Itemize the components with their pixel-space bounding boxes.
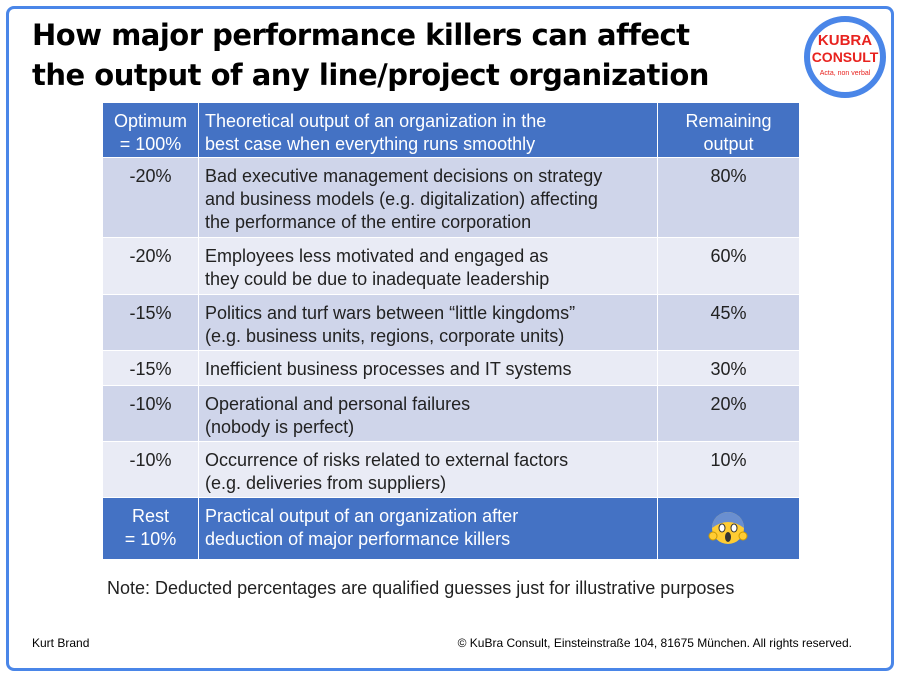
- cell-line: 20%: [710, 394, 747, 414]
- cell-line: best case when everything runs smoothly: [205, 134, 536, 154]
- table-cell: Occurrence of risks related to external …: [199, 442, 658, 497]
- cell-line: -20%: [129, 166, 172, 186]
- table-cell: -15%: [103, 351, 199, 385]
- cell-line: -20%: [129, 246, 172, 266]
- cell-line: Theoretical output of an organization in…: [205, 111, 547, 131]
- table-cell: [658, 498, 799, 559]
- logo-text: KUBRA: [818, 32, 872, 49]
- cell-line: Politics and turf wars between “little k…: [205, 303, 576, 323]
- table-row: -20% Bad executive management decisions o…: [103, 158, 799, 238]
- table-cell: Politics and turf wars between “little k…: [199, 295, 658, 350]
- table-cell: -15%: [103, 295, 199, 350]
- cell-line: the performance of the entire corporatio…: [205, 212, 532, 232]
- table-row: -10% Occurrence of risks related to exter…: [103, 442, 799, 498]
- cell-line: Inefficient business processes and IT sy…: [205, 359, 572, 379]
- cell-line: 60%: [710, 246, 747, 266]
- table-cell: Remaining output: [658, 103, 799, 157]
- table-row: -15% Inefficient business processes and I…: [103, 351, 799, 386]
- cell-line: -15%: [129, 303, 172, 323]
- table-row: -20% Employees less motivated and engaged…: [103, 238, 799, 295]
- table-cell: 45%: [658, 295, 799, 350]
- cell-line: = 10%: [124, 529, 177, 549]
- cell-line: -10%: [129, 394, 172, 414]
- table-row: -10% Operational and personal failures (no…: [103, 386, 799, 442]
- cell-line: Remaining: [685, 111, 772, 131]
- cell-line: (nobody is perfect): [205, 417, 355, 437]
- cell-line: Practical output of an organization afte…: [205, 506, 519, 526]
- cell-line: deduction of major performance killers: [205, 529, 511, 549]
- table-row: Optimum = 100% Theoretical output of an or…: [103, 103, 799, 158]
- cell-line: they could be due to inadequate leadersh…: [205, 269, 550, 289]
- cell-line: (e.g. business units, regions, corporate…: [205, 326, 565, 346]
- copyright: © KuBra Consult, Einsteinstraße 104, 816…: [457, 636, 852, 650]
- frame: [6, 6, 894, 671]
- table-cell: Operational and personal failures (nobody…: [199, 386, 658, 441]
- cell-line: -15%: [129, 359, 172, 379]
- cell-line: 30%: [710, 359, 747, 379]
- table-cell: 60%: [658, 238, 799, 294]
- cell-line: 80%: [710, 166, 747, 186]
- cell-line: (e.g. deliveries from suppliers): [205, 473, 447, 493]
- cell-line: = 100%: [119, 134, 182, 154]
- table-cell: Optimum = 100%: [103, 103, 199, 157]
- cell-line: Employees less motivated and engaged as: [205, 246, 549, 266]
- scream-emoji: [708, 512, 748, 544]
- cell-line: Occurrence of risks related to external …: [205, 450, 569, 470]
- table-cell: Practical output of an organization afte…: [199, 498, 658, 559]
- logo-text: CONSULT: [812, 49, 879, 65]
- cell-line: 45%: [710, 303, 747, 323]
- table-cell: 20%: [658, 386, 799, 441]
- title-line: How major performance killers can affect: [32, 18, 690, 52]
- logo-tagline: Acta, non verbal: [820, 70, 871, 77]
- table-cell: Theoretical output of an organization in…: [199, 103, 658, 157]
- table-cell: -20%: [103, 158, 199, 237]
- table-cell: 10%: [658, 442, 799, 497]
- table-cell: -10%: [103, 442, 199, 497]
- table: Optimum = 100% Theoretical output of an or…: [103, 103, 799, 560]
- table-cell: Bad executive management decisions on st…: [199, 158, 658, 237]
- table-cell: -10%: [103, 386, 199, 441]
- table-cell: 80%: [658, 158, 799, 237]
- cell-line: Optimum: [113, 111, 187, 131]
- cell-line: output: [703, 134, 754, 154]
- cell-line: 10%: [710, 450, 747, 470]
- table-row: Rest = 10% Practical output of an organiza…: [103, 498, 799, 560]
- table-cell: 30%: [658, 351, 799, 385]
- cell-line: Operational and personal failures: [205, 394, 471, 414]
- table-cell: Employees less motivated and engaged as t…: [199, 238, 658, 294]
- cell-line: and business models (e.g. digitalization…: [205, 189, 598, 209]
- table-cell: Rest = 10%: [103, 498, 199, 559]
- table-cell: -20%: [103, 238, 199, 294]
- cell-line: Bad executive management decisions on st…: [205, 166, 603, 186]
- cell-line: -10%: [129, 450, 172, 470]
- title-line: the output of any line/project organizat…: [32, 58, 709, 92]
- author: Kurt Brand: [32, 636, 90, 650]
- logo: KUBRA CONSULT Acta, non verbal: [804, 16, 886, 98]
- table-row: -15% Politics and turf wars between “litt…: [103, 295, 799, 351]
- table-cell: Inefficient business processes and IT sy…: [199, 351, 658, 385]
- cell-line: Rest: [131, 506, 169, 526]
- note: Note: Deducted percentages are qualified…: [107, 578, 735, 598]
